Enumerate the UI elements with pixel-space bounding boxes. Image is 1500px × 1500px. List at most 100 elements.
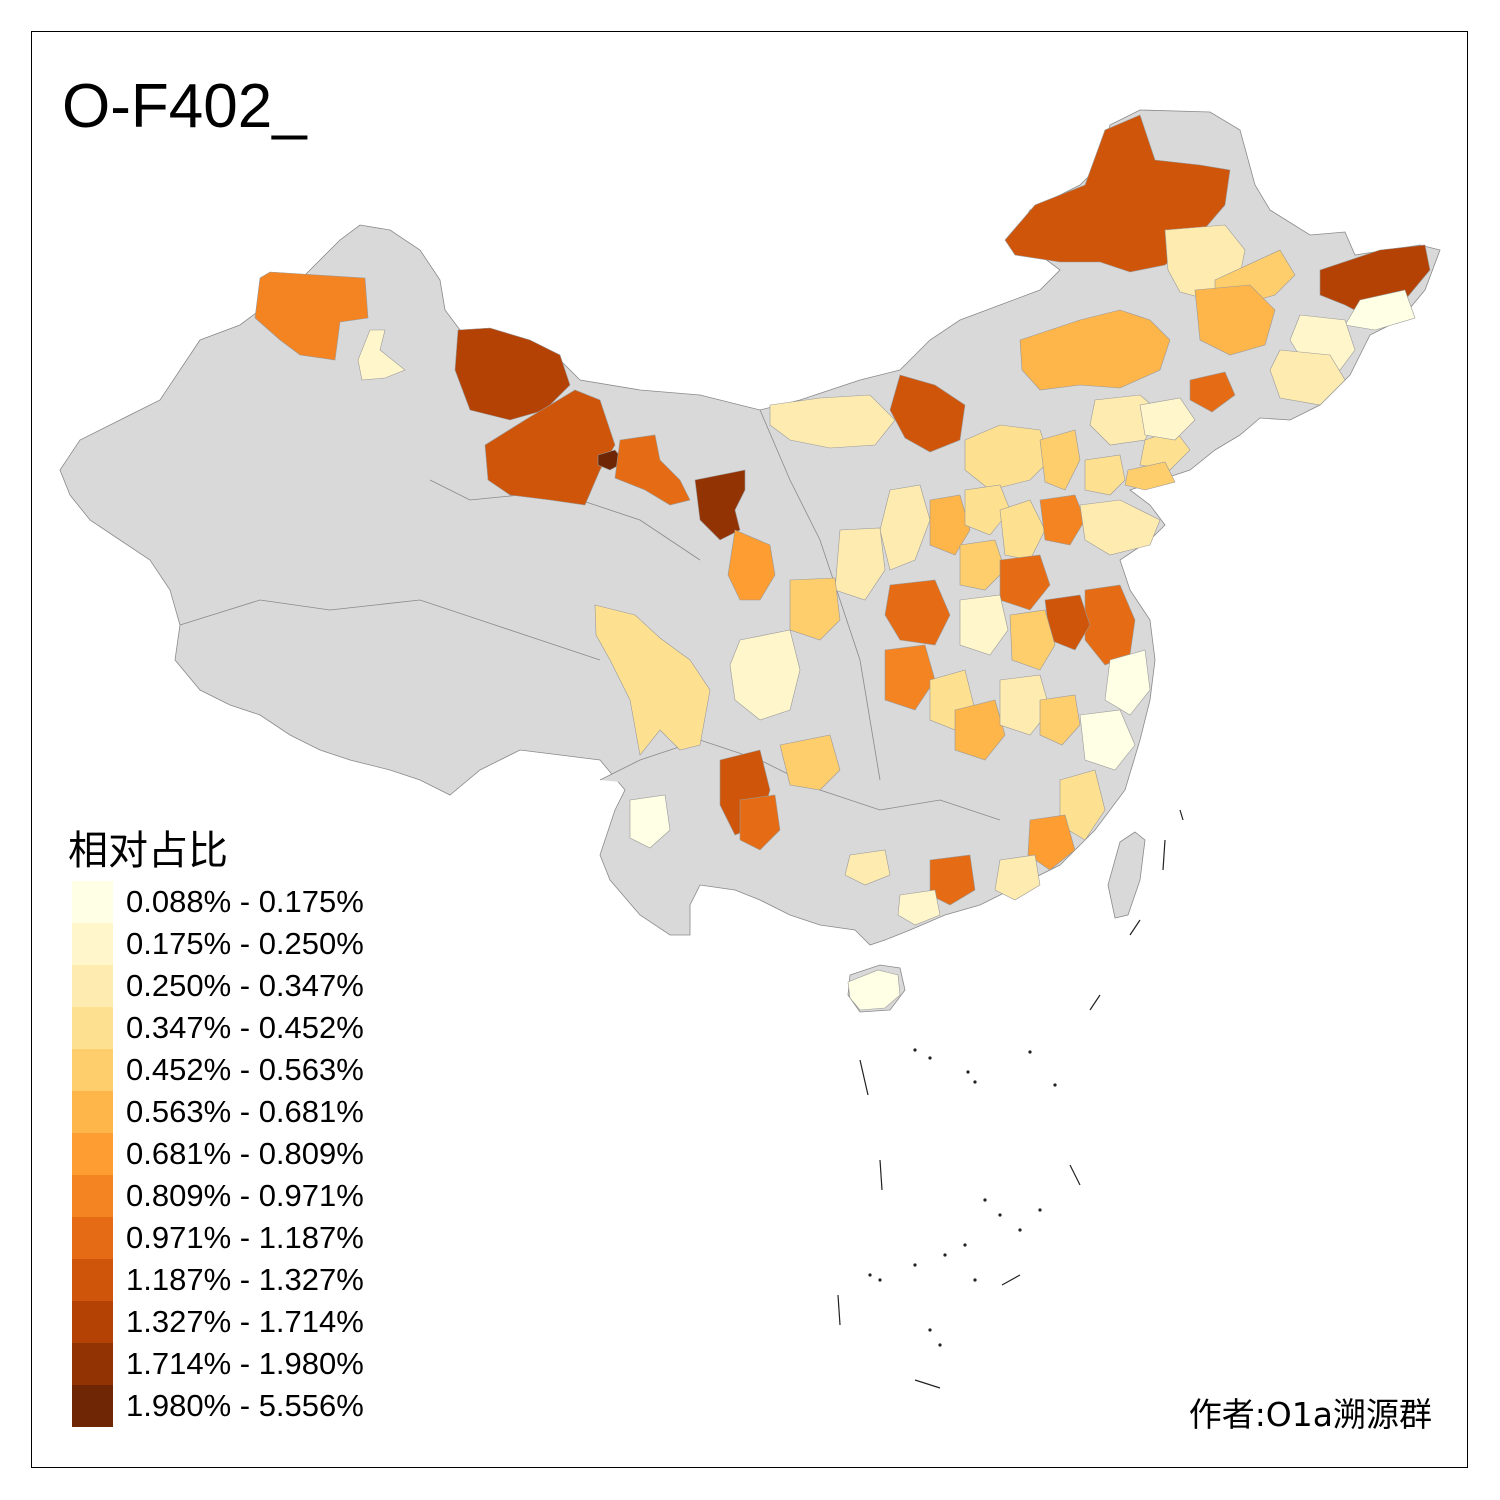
map-region (727, 529, 776, 601)
legend-label: 0.088% - 0.175% (126, 884, 364, 919)
legend-swatch (72, 1259, 113, 1301)
map-region (1009, 609, 1056, 671)
legend-swatch (72, 1175, 113, 1217)
map-region (1079, 499, 1161, 556)
island-dot (973, 1278, 977, 1282)
map-region (694, 469, 746, 541)
map-region (769, 394, 896, 449)
map-region (1189, 371, 1236, 413)
map-region (254, 271, 369, 361)
boundary-dash (1179, 809, 1184, 821)
map-region (954, 699, 1006, 761)
legend-label: 0.347% - 0.452% (126, 1010, 364, 1045)
map-region (999, 554, 1051, 611)
boundary-dash (859, 1059, 869, 1096)
map-region (884, 644, 936, 711)
map-region (1139, 397, 1196, 441)
map-region (1269, 349, 1346, 406)
boundary-dash (1001, 1274, 1021, 1286)
map-title: O-F402_ (62, 72, 307, 141)
map-region (834, 527, 886, 601)
map-frame (31, 31, 1468, 1468)
map-region (929, 494, 971, 556)
island-dot (963, 1243, 967, 1247)
island-dot (943, 1253, 947, 1257)
island-dot (998, 1213, 1002, 1217)
legend-swatch (72, 923, 113, 965)
map-region (1039, 494, 1086, 546)
legend-swatch (72, 1091, 113, 1133)
island-dot (966, 1070, 970, 1074)
island-dot (913, 1263, 917, 1267)
map-region (789, 577, 841, 641)
island-dot (928, 1328, 932, 1332)
map-region (1084, 454, 1126, 496)
south-china-sea-islands (837, 809, 1184, 1389)
map-region (889, 374, 966, 453)
legend-swatch (72, 1007, 113, 1049)
map-region (847, 969, 901, 1011)
boundary-dash (837, 1294, 841, 1326)
map-region (484, 389, 616, 506)
island-dot (1018, 1228, 1022, 1232)
legend-label: 0.971% - 1.187% (126, 1220, 364, 1255)
map-region (1039, 429, 1081, 491)
map-region (897, 889, 941, 926)
legend-swatch (72, 1049, 113, 1091)
island-dot (983, 1198, 987, 1202)
map-region (1019, 309, 1171, 391)
legend-label: 1.187% - 1.327% (126, 1262, 364, 1297)
legend-label: 1.714% - 1.980% (126, 1346, 364, 1381)
map-region (1104, 649, 1151, 716)
island-dot (913, 1048, 917, 1052)
map-region (629, 794, 671, 849)
map-region (729, 629, 801, 721)
legend-title: 相对占比 (68, 828, 228, 874)
island-dot (868, 1273, 872, 1277)
island-dot (973, 1080, 977, 1084)
legend-label: 0.452% - 0.563% (126, 1052, 364, 1087)
legend-label: 1.980% - 5.556% (126, 1388, 364, 1423)
boundary-dash (914, 1379, 941, 1389)
map-region (964, 484, 1011, 536)
map-region (739, 794, 781, 851)
boundary-dash (1129, 919, 1141, 936)
map-region (1027, 814, 1076, 871)
map-region (999, 499, 1046, 561)
legend-swatch (72, 965, 113, 1007)
map-region (1079, 709, 1136, 771)
map-region (454, 327, 571, 421)
map-region (959, 539, 1006, 591)
map-region (614, 434, 691, 506)
map-region (1194, 284, 1276, 356)
map-region (1124, 461, 1176, 491)
map-region (884, 579, 951, 646)
legend-swatch (72, 1343, 113, 1385)
island-dot (938, 1343, 942, 1347)
legend-label: 0.250% - 0.347% (126, 968, 364, 1003)
map-region (844, 849, 891, 886)
legend-swatch (72, 1133, 113, 1175)
legend-swatch (72, 1301, 113, 1343)
map-region (994, 854, 1041, 901)
legend-label: 0.681% - 0.809% (126, 1136, 364, 1171)
legend-label: 0.809% - 0.971% (126, 1178, 364, 1213)
island-dot (878, 1278, 882, 1282)
legend-label: 1.327% - 1.714% (126, 1304, 364, 1339)
author-credit: 作者:O1a溯源群 (1188, 1395, 1432, 1434)
island-dot (928, 1056, 932, 1060)
map-region (1344, 289, 1416, 331)
boundary-dash (1162, 839, 1166, 871)
legend-swatch (72, 881, 113, 923)
region-layer (254, 114, 1431, 1011)
legend-swatch (72, 1385, 113, 1427)
map-region (964, 424, 1051, 491)
island-dot (1038, 1208, 1042, 1212)
island-dot (1053, 1083, 1057, 1087)
map-region (594, 604, 711, 756)
boundary-dash (879, 1159, 883, 1191)
map-region (1039, 694, 1081, 746)
map-region (357, 329, 406, 381)
island-dot (1028, 1050, 1032, 1054)
